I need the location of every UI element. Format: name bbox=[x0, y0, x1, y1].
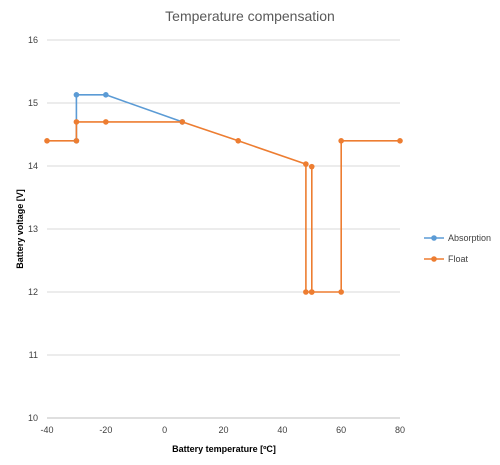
data-point-float bbox=[397, 138, 403, 144]
y-tick-label: 12 bbox=[28, 287, 38, 297]
data-point-float bbox=[235, 138, 242, 144]
y-axis-title: Battery voltage [V] bbox=[15, 189, 25, 269]
data-point-float bbox=[303, 289, 309, 295]
series-line-float bbox=[47, 121, 400, 293]
data-point-absorption bbox=[103, 92, 109, 98]
x-tick-label: 60 bbox=[336, 425, 346, 435]
legend-label-float: Float bbox=[448, 254, 469, 264]
data-point-float bbox=[308, 289, 315, 295]
data-point-float bbox=[303, 161, 309, 167]
y-tick-label: 14 bbox=[28, 161, 38, 171]
x-tick-label: 80 bbox=[395, 425, 405, 435]
x-axis-title: Battery temperature [ºC] bbox=[172, 444, 276, 454]
data-point-float bbox=[73, 119, 80, 125]
chart-title: Temperature compensation bbox=[165, 8, 335, 24]
data-point-float bbox=[179, 119, 186, 125]
data-point-float bbox=[308, 163, 315, 170]
series-markers bbox=[44, 92, 403, 295]
legend-label-absorption: Absorption bbox=[448, 233, 491, 243]
data-point-float bbox=[44, 138, 50, 144]
x-tick-label: 20 bbox=[218, 425, 228, 435]
x-tick-label: -40 bbox=[40, 425, 53, 435]
data-point-float bbox=[73, 138, 80, 144]
legend-swatch-marker-absorption bbox=[431, 235, 437, 241]
legend-swatch-marker-float bbox=[431, 256, 437, 262]
series-line-absorption bbox=[75, 94, 183, 141]
x-tick-label: 40 bbox=[277, 425, 287, 435]
x-tick-label: -20 bbox=[99, 425, 112, 435]
data-point-float bbox=[103, 119, 109, 125]
y-tick-label: 11 bbox=[29, 350, 38, 360]
gridlines bbox=[47, 39, 400, 356]
y-tick-label: 16 bbox=[28, 35, 38, 45]
data-point-absorption bbox=[73, 92, 80, 98]
data-point-float bbox=[338, 289, 344, 295]
y-tick-label: 13 bbox=[28, 224, 38, 234]
series-lines bbox=[47, 94, 400, 293]
x-tick-label: 0 bbox=[162, 425, 167, 435]
y-tick-label: 10 bbox=[28, 413, 38, 423]
legend: Absorption Float bbox=[424, 233, 491, 264]
y-tick-label: 15 bbox=[28, 98, 38, 108]
data-point-float bbox=[338, 138, 344, 144]
tick-labels: 10 11 12 13 14 15 16 -40 -20 0 20 40 60 80 bbox=[28, 35, 405, 435]
